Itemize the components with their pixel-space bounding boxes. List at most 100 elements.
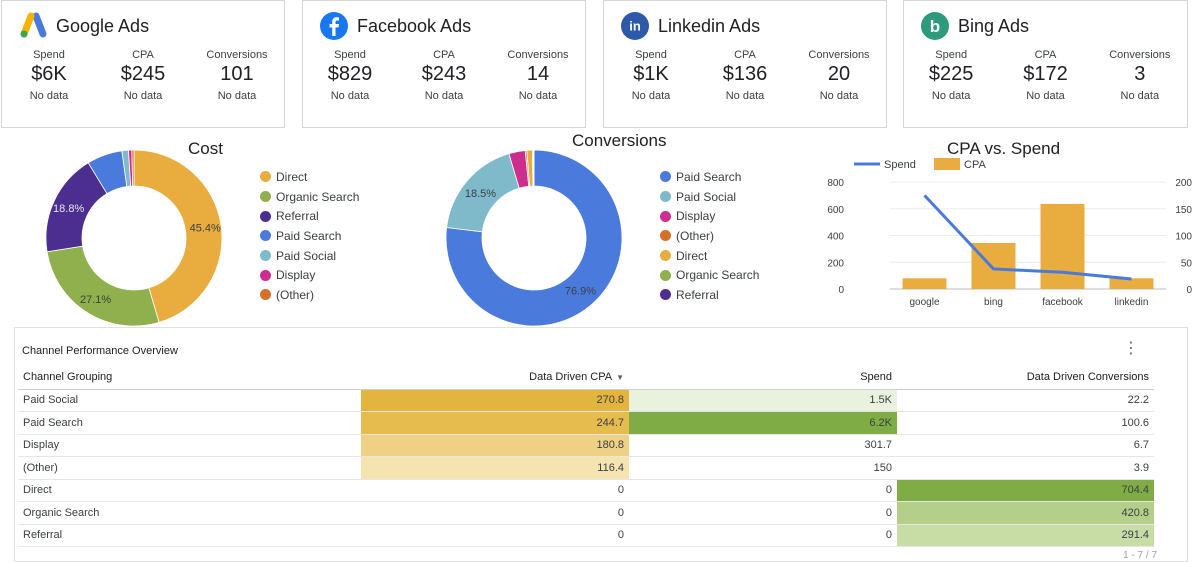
spend-cell: 0 xyxy=(629,524,897,547)
legend-item[interactable]: Display xyxy=(260,265,359,285)
legend-item[interactable]: (Other) xyxy=(260,285,359,305)
conversions-metric: Conversions 14 No data xyxy=(491,49,584,102)
column-header-data-driven-cpa[interactable]: Data Driven CPA ▼ xyxy=(361,366,629,390)
x-tick-label: bing xyxy=(984,297,1003,308)
y-left-tick-label: 400 xyxy=(827,232,844,243)
legend-label: Paid Search xyxy=(676,169,742,184)
metric-value: $245 xyxy=(120,63,166,85)
donut-slice-organic-search[interactable] xyxy=(46,245,160,327)
conversions-metric: Conversions 20 No data xyxy=(792,49,885,102)
column-header-data-driven-conversions[interactable]: Data Driven Conversions xyxy=(897,366,1154,390)
metric-label: Conversions xyxy=(206,49,268,61)
bing-logo-text: b xyxy=(930,17,940,36)
legend-swatch xyxy=(660,171,671,183)
bar-cpa-linkedin[interactable] xyxy=(1109,278,1154,289)
bar-cpa-facebook[interactable] xyxy=(1040,203,1085,289)
legend-label: Display xyxy=(276,268,316,283)
channel-cell: Display xyxy=(18,434,361,457)
legend-item[interactable]: Organic Search xyxy=(260,187,359,207)
legend-swatch xyxy=(260,269,271,281)
conversions-cell: 22.2 xyxy=(897,389,1154,412)
metric-label: Spend xyxy=(635,49,667,61)
y-right-tick-label: 200 xyxy=(1175,178,1192,189)
spend-cell: 301.7 xyxy=(629,434,897,457)
legend-item[interactable]: Direct xyxy=(660,246,759,266)
metric-comparison: No data xyxy=(29,90,69,102)
table-row[interactable]: Display 180.8 301.7 6.7 xyxy=(18,434,1154,457)
legend-item[interactable]: Display xyxy=(660,206,759,226)
cpa-cell: 0 xyxy=(361,501,629,525)
pagination-label: 1 - 7 / 7 xyxy=(1123,550,1157,561)
legend-item[interactable]: (Other) xyxy=(660,226,759,246)
bar-cpa-google[interactable] xyxy=(902,278,947,289)
legend-item[interactable]: Referral xyxy=(660,285,759,305)
card-title: Bing Ads xyxy=(958,15,1030,36)
legend-item[interactable]: Paid Social xyxy=(660,187,759,207)
metric-value: 101 xyxy=(220,63,254,85)
card-title: Google Ads xyxy=(56,15,150,36)
metric-comparison: No data xyxy=(1120,90,1160,102)
legend-swatch-cpa xyxy=(934,158,960,170)
metric-label: Spend xyxy=(334,49,366,61)
spend-cell: 6.2K xyxy=(629,411,897,435)
channel-cell: Paid Social xyxy=(18,389,361,412)
column-header-channel-grouping[interactable]: Channel Grouping xyxy=(18,366,361,390)
slice-data-label: 76.9% xyxy=(565,285,596,297)
legend-label: Organic Search xyxy=(276,189,360,204)
table-row[interactable]: (Other) 116.4 150 3.9 xyxy=(18,456,1154,480)
conversions-cell: 3.9 xyxy=(897,456,1154,480)
more-options-icon[interactable]: ⋮ xyxy=(1123,340,1139,357)
legend-item[interactable]: Direct xyxy=(260,167,359,187)
card-title: Linkedin Ads xyxy=(658,15,761,36)
legend-label: Referral xyxy=(676,287,719,302)
legend-swatch xyxy=(660,250,671,262)
metric-comparison: No data xyxy=(330,90,370,102)
table-row[interactable]: Paid Search 244.7 6.2K 100.6 xyxy=(18,411,1154,435)
cpa-cell: 0 xyxy=(361,524,629,547)
donut-slice-referral[interactable] xyxy=(533,149,535,187)
metric-value: $829 xyxy=(327,63,373,85)
spend-cell: 0 xyxy=(629,478,897,502)
metric-value: 20 xyxy=(827,63,851,85)
table-row[interactable]: Direct 0 0 704.4 xyxy=(18,478,1154,502)
spend-metric: Spend $6K No data xyxy=(2,49,95,102)
metric-comparison: No data xyxy=(819,90,859,102)
table-row[interactable]: Organic Search 0 0 420.8 xyxy=(18,501,1154,525)
legend-swatch xyxy=(260,210,271,222)
legend-item[interactable]: Paid Social xyxy=(260,246,359,266)
cost-donut-chart[interactable]: 45.4% 27.1% 18.8% xyxy=(44,148,224,328)
x-tick-label: facebook xyxy=(1042,297,1084,308)
cpa-metric: CPA $136 No data xyxy=(698,49,791,102)
line-spend[interactable] xyxy=(923,194,1132,281)
donut-slice-other[interactable] xyxy=(131,149,135,187)
metric-label: Spend xyxy=(935,49,968,61)
legend-item[interactable]: Paid Search xyxy=(660,167,759,187)
legend-label: (Other) xyxy=(276,287,315,302)
table-row[interactable]: Referral 0 0 291.4 xyxy=(18,524,1154,547)
metric-comparison: No data xyxy=(217,90,257,102)
column-header-spend[interactable]: Spend xyxy=(629,366,897,390)
slice-data-label: 45.4% xyxy=(190,223,221,235)
sort-descending-icon: ▼ xyxy=(616,373,624,383)
bar-cpa-bing[interactable] xyxy=(971,242,1016,289)
bing-icon: b xyxy=(921,12,949,40)
metric-value: $6K xyxy=(31,63,67,85)
legend-item[interactable]: Paid Search xyxy=(260,226,359,246)
conversions-chart-legend: Paid Search Paid Social Display (Other) Dire… xyxy=(660,167,759,305)
cpa-vs-spend-chart[interactable]: Spend CPA 0 200 400 600 800 0 50 100 150 200 google b… xyxy=(820,152,1200,312)
cost-chart-title: Cost xyxy=(188,139,223,158)
legend-item[interactable]: Organic Search xyxy=(660,265,759,285)
facebook-ads-card: Facebook Ads Spend $829 No data CPA $243 No … xyxy=(302,0,586,128)
cpa-vs-spend-title: CPA vs. Spend xyxy=(947,139,1061,158)
conversions-donut-chart[interactable]: 76.9% 18.5% xyxy=(444,148,624,328)
legend-swatch xyxy=(660,269,671,281)
channel-cell: Organic Search xyxy=(18,501,361,525)
channel-cell: Direct xyxy=(18,478,361,502)
metric-label: CPA xyxy=(132,49,154,61)
conversions-metric: Conversions 101 No data xyxy=(190,49,283,102)
donut-slice-direct[interactable] xyxy=(133,149,223,323)
legend-item[interactable]: Referral xyxy=(260,206,359,226)
metric-label: Spend xyxy=(33,49,65,61)
table-row[interactable]: Paid Social 270.8 1.5K 22.2 xyxy=(18,389,1154,412)
donut-slice-paid-search[interactable] xyxy=(445,149,623,327)
